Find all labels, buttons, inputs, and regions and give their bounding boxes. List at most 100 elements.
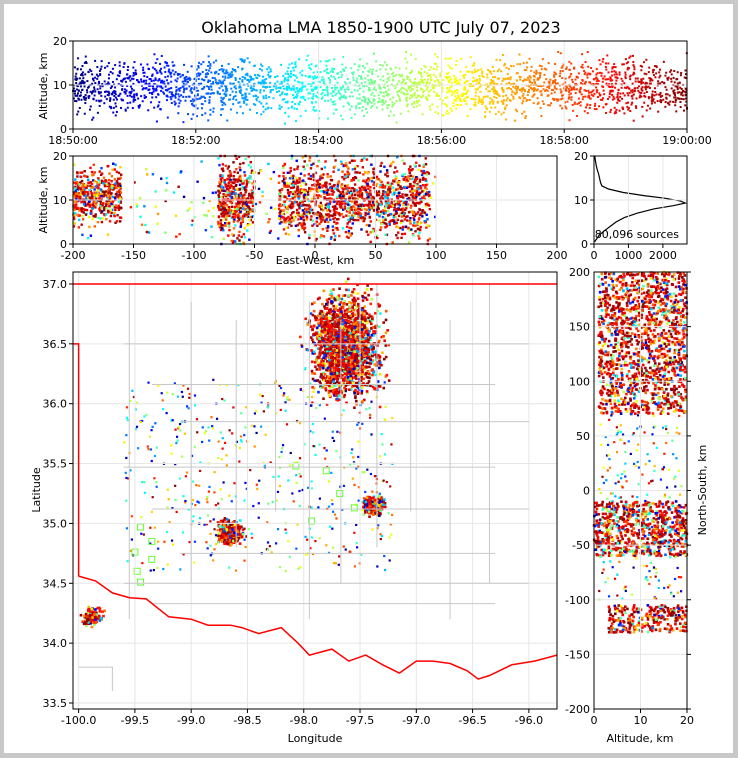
source-point: [512, 65, 515, 68]
source-point: [72, 216, 76, 219]
source-point: [110, 208, 114, 212]
source-point: [304, 98, 307, 101]
source-point: [173, 103, 176, 106]
source-point: [308, 66, 311, 69]
source-point: [314, 171, 317, 175]
source-point: [140, 84, 143, 87]
source-point: [247, 84, 250, 87]
source-point: [228, 222, 231, 225]
source-point: [241, 197, 244, 200]
source-point: [118, 216, 122, 219]
source-point: [155, 69, 158, 72]
source-point: [568, 96, 571, 99]
source-point: [83, 170, 86, 173]
source-point: [373, 102, 376, 105]
source-point: [290, 106, 293, 109]
source-point: [680, 87, 683, 90]
source-point: [371, 230, 374, 234]
source-point: [629, 74, 632, 77]
source-point: [500, 83, 503, 86]
source-point: [577, 102, 580, 105]
source-point: [235, 167, 238, 171]
source-point: [272, 97, 275, 100]
source-point: [536, 88, 539, 91]
source-point: [294, 65, 297, 68]
source-point: [533, 75, 536, 78]
source-point: [684, 69, 687, 72]
source-point: [111, 91, 114, 94]
source-point: [481, 70, 484, 73]
source-point: [249, 198, 253, 201]
source-point: [685, 91, 688, 94]
source-point: [222, 102, 225, 105]
source-point: [375, 175, 379, 179]
source-point: [632, 60, 635, 63]
source-point: [587, 72, 590, 75]
source-point: [611, 86, 614, 89]
source-point: [238, 86, 241, 89]
source-point: [364, 100, 367, 103]
source-point: [313, 109, 316, 112]
source-point: [294, 181, 297, 184]
source-point: [105, 90, 108, 93]
source-point: [344, 202, 347, 205]
source-point: [174, 102, 177, 105]
source-point: [119, 191, 123, 194]
source-point: [308, 189, 312, 193]
source-point: [307, 204, 311, 207]
source-point: [614, 76, 617, 79]
source-point: [239, 224, 243, 227]
source-point: [207, 80, 210, 83]
source-point: [323, 184, 327, 188]
source-point: [272, 170, 276, 174]
source-point: [369, 220, 372, 223]
source-point: [232, 212, 236, 216]
source-point: [433, 62, 436, 65]
source-point: [475, 79, 478, 82]
source-point: [248, 61, 251, 64]
source-point: [500, 100, 503, 103]
source-point: [353, 211, 356, 215]
source-point: [228, 176, 231, 179]
source-point: [673, 69, 676, 72]
source-point: [206, 72, 209, 75]
source-point: [223, 79, 226, 82]
source-point: [277, 237, 280, 240]
source-point: [491, 88, 494, 91]
source-point: [173, 73, 176, 76]
source-point: [321, 89, 324, 92]
source-point: [305, 211, 308, 214]
source-point: [190, 88, 193, 91]
source-point: [379, 226, 383, 229]
source-point: [618, 109, 621, 112]
source-point: [318, 212, 322, 215]
source-point: [389, 164, 392, 168]
source-point: [227, 76, 230, 79]
source-point: [472, 84, 475, 87]
source-point: [76, 113, 79, 116]
source-point: [197, 72, 200, 75]
source-point: [321, 91, 324, 94]
source-point: [579, 104, 582, 107]
source-point: [241, 60, 244, 63]
source-point: [177, 112, 180, 115]
source-point: [263, 78, 266, 81]
source-point: [674, 96, 677, 99]
source-point: [607, 85, 610, 88]
source-point: [399, 226, 402, 230]
source-point: [355, 200, 358, 204]
source-point: [84, 94, 87, 97]
source-point: [531, 95, 534, 98]
source-point: [105, 218, 108, 221]
source-point: [565, 85, 568, 88]
source-point: [119, 197, 122, 201]
source-point: [644, 81, 647, 84]
source-point: [393, 203, 397, 206]
source-point: [408, 183, 412, 186]
source-point: [613, 73, 616, 76]
source-point: [624, 58, 627, 61]
source-point: [124, 92, 127, 95]
source-point: [632, 71, 635, 74]
source-point: [117, 204, 120, 208]
source-point: [455, 103, 458, 106]
